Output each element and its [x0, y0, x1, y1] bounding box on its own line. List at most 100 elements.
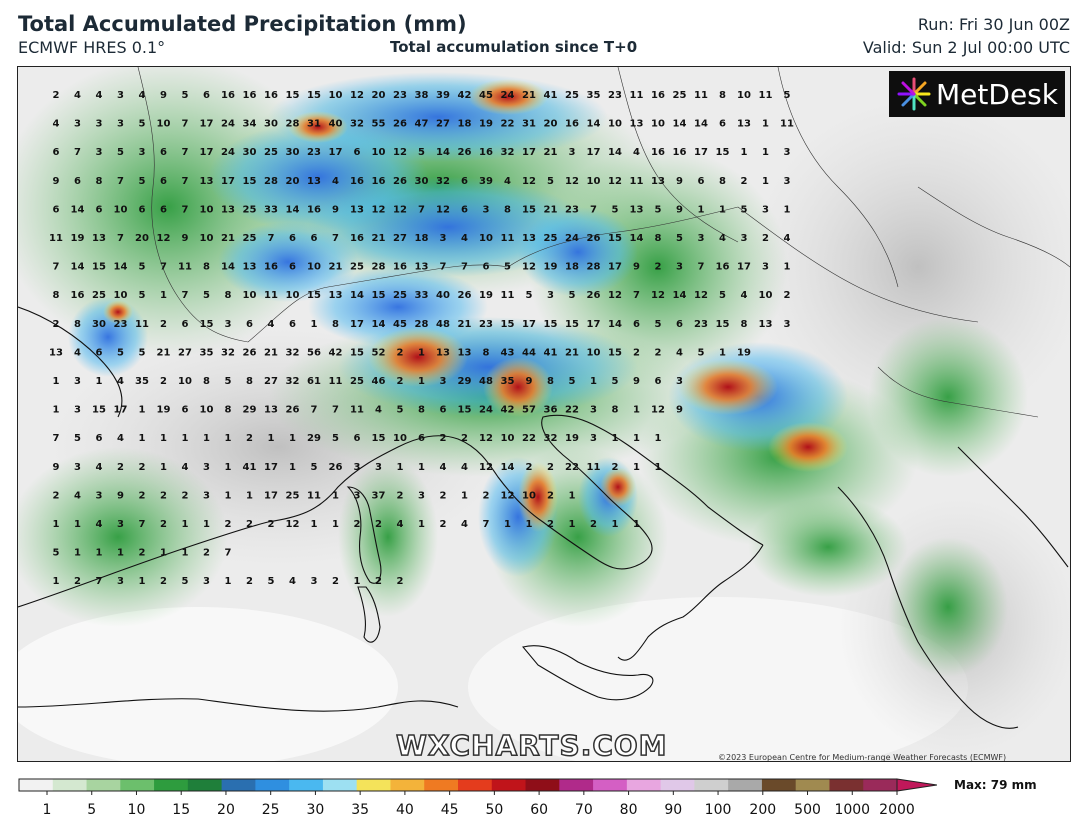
- grid-value-label: 22: [522, 433, 536, 444]
- grid-value-label: 1: [762, 176, 769, 187]
- grid-value-label: 30: [415, 176, 429, 187]
- grid-value-label: 14: [114, 262, 128, 273]
- grid-value-label: 17: [114, 405, 128, 416]
- grid-value-label: 3: [74, 462, 81, 473]
- grid-value-label: 13: [92, 233, 106, 244]
- colorbar-swatch: [390, 779, 425, 791]
- grid-value-label: 15: [372, 290, 386, 301]
- colorbar-swatch: [660, 779, 695, 791]
- grid-value-label: 10: [114, 290, 128, 301]
- grid-value-label: 32: [501, 147, 515, 158]
- grid-value-label: 8: [96, 176, 103, 187]
- grid-value-label: 13: [329, 290, 343, 301]
- grid-value-label: 6: [182, 319, 189, 330]
- grid-value-label: 4: [676, 347, 683, 358]
- grid-value-label: 56: [307, 347, 321, 358]
- grid-value-label: 20: [286, 176, 300, 187]
- grid-value-label: 6: [719, 119, 726, 130]
- grid-value-label: 9: [676, 176, 683, 187]
- grid-value-label: 18: [565, 262, 579, 273]
- grid-value-label: 5: [182, 576, 189, 587]
- grid-value-labels: 2 4 4 3 4 9 5 6 16 16 16 15 15 10 12 20 23 38 39 42 45 24 21 41…: [49, 90, 794, 587]
- grid-value-label: 4: [375, 405, 382, 416]
- colorbar-tick-label: 90: [664, 802, 682, 818]
- grid-value-label: 1: [160, 462, 167, 473]
- chart-title: Total Accumulated Precipitation (mm): [18, 12, 467, 36]
- grid-value-label: 5: [139, 347, 146, 358]
- grid-value-label: 32: [286, 347, 300, 358]
- grid-value-label: 12: [479, 433, 493, 444]
- grid-value-label: 3: [117, 519, 124, 530]
- grid-value-label: 1: [246, 490, 253, 501]
- grid-value-label: 5: [418, 147, 425, 158]
- grid-value-label: 37: [372, 490, 386, 501]
- grid-value-label: 10: [479, 233, 493, 244]
- grid-value-label: 1: [418, 376, 425, 387]
- grid-value-label: 2: [655, 262, 662, 273]
- grid-value-label: 7: [96, 576, 103, 587]
- grid-value-label: 5: [53, 548, 60, 559]
- grid-value-label: 7: [74, 147, 81, 158]
- grid-value-label: 1: [53, 405, 60, 416]
- grid-value-label: 23: [114, 319, 128, 330]
- grid-value-label: 7: [117, 176, 124, 187]
- grid-value-label: 2: [461, 433, 468, 444]
- grid-value-label: 3: [784, 176, 791, 187]
- grid-value-label: 1: [203, 519, 210, 530]
- grid-value-label: 7: [332, 233, 339, 244]
- grid-value-label: 6: [160, 176, 167, 187]
- grid-value-label: 40: [329, 119, 343, 130]
- grid-value-label: 28: [587, 262, 601, 273]
- grid-value-label: 15: [200, 319, 214, 330]
- grid-value-label: 1: [569, 490, 576, 501]
- grid-value-label: 18: [415, 233, 429, 244]
- grid-value-label: 15: [608, 233, 622, 244]
- grid-value-label: 7: [332, 405, 339, 416]
- grid-value-label: 4: [461, 519, 468, 530]
- grid-value-label: 17: [200, 147, 214, 158]
- colorbar-tick-label: 15: [172, 802, 190, 818]
- grid-value-label: 9: [117, 490, 124, 501]
- grid-value-label: 5: [741, 204, 748, 215]
- grid-value-label: 10: [587, 347, 601, 358]
- grid-value-label: 5: [268, 576, 275, 587]
- coastlines: [18, 306, 1069, 729]
- map-canvas[interactable]: 2 4 4 3 4 9 5 6 16 16 16 15 15 10 12 20 23 38 39 42 45 24 21 41…: [18, 67, 1070, 761]
- grid-value-label: 6: [53, 204, 60, 215]
- colorbar-swatch: [154, 779, 189, 791]
- model-name: ECMWF HRES 0.1°: [18, 38, 166, 57]
- grid-value-label: 11: [264, 290, 278, 301]
- grid-value-label: 48: [436, 319, 450, 330]
- grid-value-label: 6: [483, 262, 490, 273]
- grid-value-label: 3: [203, 576, 210, 587]
- grid-value-label: 20: [372, 90, 386, 101]
- colorbar-tick-label: 20: [217, 802, 235, 818]
- grid-value-label: 1: [74, 548, 81, 559]
- grid-value-label: 12: [286, 519, 300, 530]
- grid-value-label: 6: [96, 433, 103, 444]
- grid-value-label: 16: [651, 90, 665, 101]
- grid-value-label: 21: [329, 262, 343, 273]
- grid-value-label: 7: [182, 147, 189, 158]
- precipitation-map[interactable]: 2 4 4 3 4 9 5 6 16 16 16 15 15 10 12 20 23 38 39 42 45 24 21 41…: [17, 66, 1071, 762]
- grid-value-label: 2: [117, 462, 124, 473]
- grid-value-label: 14: [587, 119, 601, 130]
- grid-value-label: 24: [479, 405, 493, 416]
- grid-value-label: 1: [289, 433, 296, 444]
- grid-value-label: 10: [114, 204, 128, 215]
- grid-value-label: 23: [694, 319, 708, 330]
- grid-value-label: 26: [393, 176, 407, 187]
- colorbar-swatch: [19, 779, 54, 791]
- grid-value-label: 3: [117, 119, 124, 130]
- grid-value-label: 2: [397, 490, 404, 501]
- grid-value-label: 3: [741, 233, 748, 244]
- grid-value-label: 1: [139, 433, 146, 444]
- grid-value-label: 35: [200, 347, 214, 358]
- colorbar-tick-label: 30: [307, 802, 325, 818]
- grid-value-label: 26: [243, 347, 257, 358]
- grid-value-label: 39: [479, 176, 493, 187]
- colorbar-swatch: [52, 779, 88, 791]
- grid-value-label: 6: [289, 262, 296, 273]
- grid-value-label: 6: [354, 433, 361, 444]
- grid-value-label: 3: [483, 204, 490, 215]
